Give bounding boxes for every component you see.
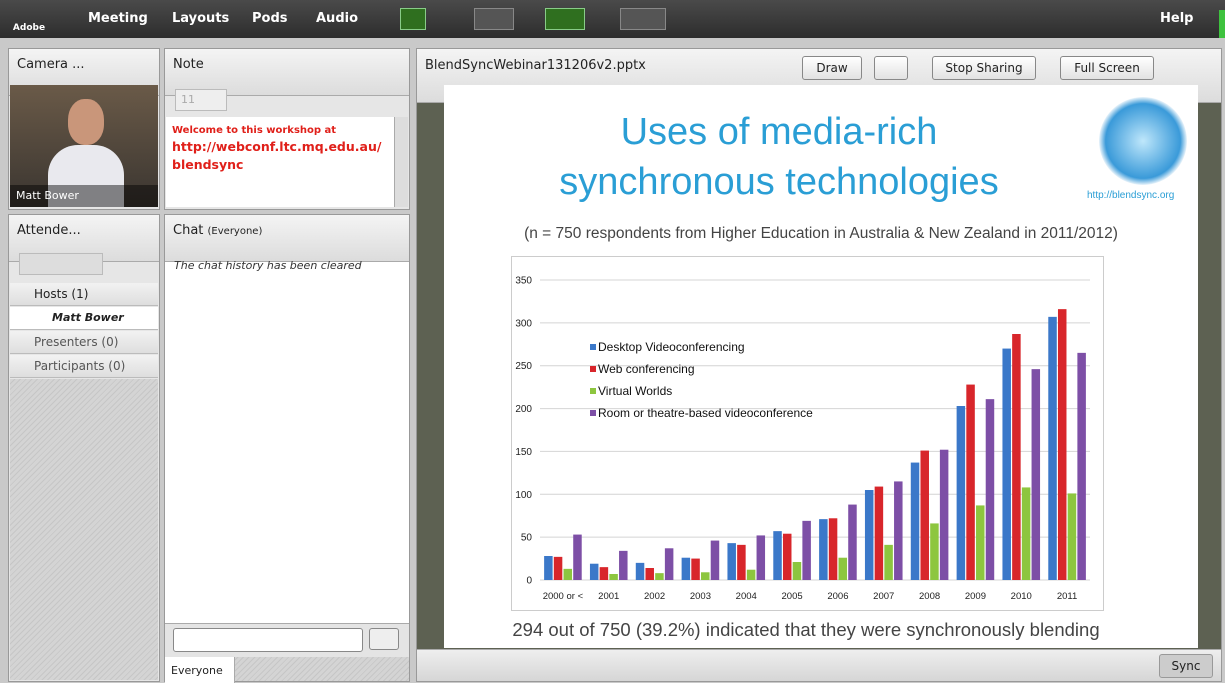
note-pod: Note 11 Welcome to this workshop at http… [164, 48, 410, 210]
toolbar: Adobe Meeting Layouts Pods Audio Help [0, 0, 1225, 38]
camera-pod: Camera ... Matt Bower [8, 48, 160, 210]
pointer-button[interactable] [874, 56, 908, 80]
chart-frame [511, 256, 1104, 611]
pod-title: Chat [173, 223, 203, 238]
sync-button[interactable]: Sync [1159, 654, 1213, 678]
camera-name: Matt Bower [10, 185, 158, 207]
menu[interactable]: Pods [252, 11, 288, 26]
chat-pod: Chat (Everyone) The chat history has bee… [164, 214, 410, 682]
speaker-button[interactable] [400, 8, 426, 30]
indicator [1219, 10, 1225, 38]
slide-title-line: synchronous technologies [444, 157, 1114, 207]
slide-title: Uses of media-rich synchronous technolog… [444, 107, 1114, 207]
note-line[interactable]: http://webconf.ltc.mq.edu.au/ [172, 139, 388, 154]
stop-sharing-button[interactable]: Stop Sharing [932, 56, 1036, 80]
slide-title-line: Uses of media-rich [444, 107, 1114, 157]
face [68, 99, 104, 145]
scrollbar[interactable] [394, 117, 408, 207]
chat-input-bar [165, 623, 409, 657]
tab-bar: Everyone [165, 657, 409, 681]
full-screen-button[interactable]: Full Screen [1060, 56, 1154, 80]
camera-button[interactable] [545, 8, 585, 30]
attendee[interactable]: Matt Bower [10, 307, 158, 330]
share-pod: BlendSyncWebinar131206v2.pptx Uses of me… [416, 48, 1222, 682]
chat-tab[interactable]: Everyone [165, 657, 235, 683]
group-row[interactable]: Participants (0) [10, 355, 158, 378]
chat-input[interactable] [173, 628, 363, 652]
slide-subtitle: (n = 750 respondents from Higher Educati… [444, 225, 1198, 243]
send-button[interactable] [369, 628, 399, 650]
chat-scope: (Everyone) [208, 226, 263, 237]
logo-image [1099, 97, 1187, 185]
empty-area [10, 379, 158, 680]
note-text: Welcome to this workshop at http://webco… [166, 117, 394, 207]
draw-button[interactable]: Draw [802, 56, 862, 80]
help-menu[interactable]: Help [1160, 11, 1193, 26]
group-row[interactable]: Presenters (0) [10, 331, 158, 354]
mic-button[interactable] [474, 8, 514, 30]
video: Matt Bower [10, 85, 158, 207]
pod-header: Chat (Everyone) [165, 215, 409, 262]
font-size[interactable]: 11 [175, 89, 227, 111]
slide: Uses of media-rich synchronous technolog… [444, 85, 1198, 648]
logo[interactable]: Adobe [12, 6, 46, 34]
status-button[interactable] [620, 8, 666, 30]
view-buttons[interactable] [19, 253, 103, 275]
group-row[interactable]: Hosts (1) [10, 283, 158, 306]
note-line[interactable]: blendsync [172, 157, 388, 172]
menu[interactable]: Layouts [172, 11, 229, 26]
menu[interactable]: Audio [316, 11, 358, 26]
slide-footer: 294 out of 750 (39.2%) indicated that th… [444, 619, 1168, 641]
attendees-pod: Attende... Hosts (1) Matt Bower Presente… [8, 214, 160, 682]
chat-message: The chat history has been cleared [174, 259, 362, 272]
logo-url[interactable]: http://blendsync.org [1087, 190, 1174, 201]
share-footer: Sync [417, 649, 1221, 681]
app: Adobe Meeting Layouts Pods Audio Help Ca… [0, 0, 1225, 682]
menu[interactable]: Meeting [88, 11, 148, 26]
note-line: Welcome to this workshop at [172, 125, 388, 136]
